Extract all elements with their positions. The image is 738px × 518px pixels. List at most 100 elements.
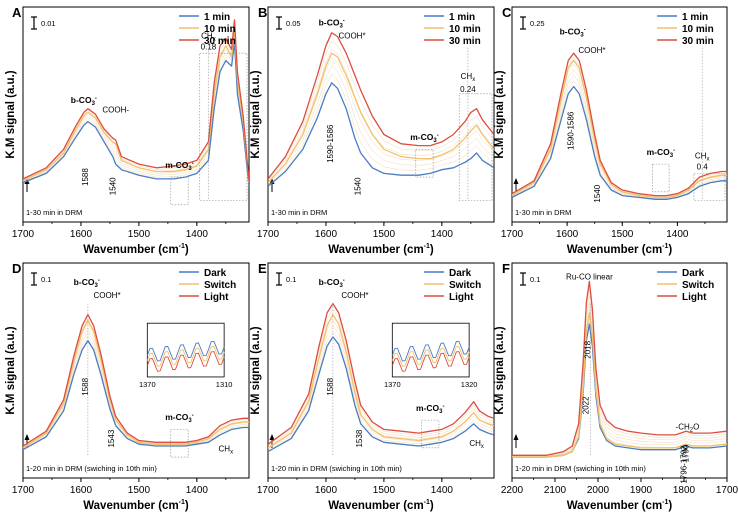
x-tick-label: 1700 <box>12 485 35 496</box>
inset-trace <box>146 351 225 372</box>
inset-trace <box>146 346 225 367</box>
axes-frame <box>267 6 495 223</box>
band-label: COOH* <box>93 291 120 300</box>
region-box <box>693 173 726 201</box>
x-axis-label: Wavenumber (cm-1) <box>567 499 673 512</box>
series-line-dark <box>23 339 249 451</box>
series-line-switch <box>268 314 494 449</box>
peak-label: 1540 <box>593 184 602 202</box>
legend-label: Light <box>449 292 474 303</box>
band-label: 0.24 <box>460 85 476 94</box>
peak-label: 1540 <box>354 177 363 195</box>
peak-label: 2022 <box>582 396 591 414</box>
peak-label: 1538 <box>355 429 364 447</box>
inset-trace <box>391 346 470 367</box>
peak-label: 1796-1792 <box>680 445 689 484</box>
series-line-light <box>268 302 494 445</box>
panel-letter: C <box>502 5 512 20</box>
x-tick-label: 1700 <box>501 229 524 240</box>
band-label: 0.4 <box>697 163 709 172</box>
region-box <box>458 93 493 201</box>
legend-label: 10 min <box>682 24 714 35</box>
panel-f: F 2200 2100 2000 1900 1800 1700 Wavenumber (cm-… <box>494 261 738 512</box>
legend-label: Switch <box>682 280 714 291</box>
band-label: b-CO3- <box>319 17 345 29</box>
band-label: m-CO3- <box>647 147 675 159</box>
band-label: CHx <box>461 72 476 83</box>
intermediate-trace <box>512 80 727 199</box>
legend-label: 1 min <box>449 12 475 23</box>
intermediate-trace <box>268 40 494 181</box>
legend-label: 1 min <box>682 12 708 23</box>
peak-label: 2018 <box>583 340 592 358</box>
series-line-1-min <box>512 85 727 200</box>
region-box <box>652 163 670 193</box>
x-tick-label: 1400 <box>431 229 454 240</box>
x-tick-label: 2200 <box>501 485 524 496</box>
intermediate-trace <box>512 58 727 197</box>
panel-e: E 1700 1600 1500 1400 Wavenumber (cm-1) K.M si… <box>250 261 495 512</box>
panel-c: C 1700 1600 1500 1400 Wavenumber (cm-1) K.M si… <box>494 5 728 256</box>
x-tick-label: 1500 <box>128 485 151 496</box>
band-label: b-CO3- <box>74 277 100 289</box>
x-axis-label: Wavenumber (cm-1) <box>567 243 673 256</box>
y-arrow-head <box>269 434 275 440</box>
legend-label: Light <box>204 292 229 303</box>
x-tick-label: 1400 <box>666 229 689 240</box>
series-line-10-min <box>512 59 727 199</box>
x-tick-label: 1700 <box>257 485 280 496</box>
series-line-30-min <box>268 32 494 180</box>
condition-note: 1-30 min in DRM <box>26 208 82 217</box>
y-axis-label: K.M signal (a.u.) <box>5 326 17 414</box>
band-label: m-CO3- <box>165 160 193 172</box>
legend-label: Switch <box>204 280 236 291</box>
series-line-dark <box>268 336 494 453</box>
intermediate-trace <box>268 49 494 182</box>
band-label: b-CO3- <box>71 95 97 107</box>
inset-tick-label: 1370 <box>139 380 156 389</box>
intermediate-trace <box>512 74 727 199</box>
intermediate-trace <box>512 63 727 198</box>
band-label: b-CO3- <box>319 277 345 289</box>
x-tick-label: 1600 <box>556 229 579 240</box>
legend-label: 1 min <box>204 12 230 23</box>
region-box <box>170 429 189 458</box>
x-tick-label: 2000 <box>587 485 610 496</box>
scale-bar-label: 0.25 <box>530 19 545 28</box>
intermediate-traces <box>512 288 727 458</box>
legend-label: Switch <box>449 280 481 291</box>
peak-label: 1588 <box>81 377 90 395</box>
panel-d: D 1700 1600 1500 1400 Wavenumber (cm-1) K.M si… <box>5 261 250 512</box>
series-line-10-min <box>23 28 249 183</box>
intermediate-trace <box>23 331 249 449</box>
condition-note: 1-20 min in DRM (swiching in 10th min) <box>26 464 157 473</box>
scale-bar-label: 0.05 <box>286 19 301 28</box>
y-arrow-head <box>513 434 519 440</box>
peak-label: 1790 <box>681 444 690 462</box>
x-tick-label: 1600 <box>315 229 338 240</box>
axes-frame <box>22 6 250 223</box>
y-axis-label: K.M signal (a.u.) <box>494 70 506 158</box>
y-arrow-head <box>513 178 519 184</box>
x-tick-label: 2100 <box>544 485 567 496</box>
series-line-1-min <box>23 41 249 187</box>
inset-tick-label: 1370 <box>384 380 401 389</box>
x-axis-label: Wavenumber (cm-1) <box>328 499 434 512</box>
x-tick-label: 1400 <box>431 485 454 496</box>
band-label: CHx <box>201 31 216 42</box>
intermediate-trace <box>23 30 249 184</box>
legend-label: 10 min <box>204 24 236 35</box>
region-box <box>199 52 248 201</box>
x-tick-label: 1800 <box>673 485 696 496</box>
x-axis-label: Wavenumber (cm-1) <box>328 243 434 256</box>
x-tick-label: 1500 <box>611 229 634 240</box>
legend-label: Dark <box>682 268 705 279</box>
band-label: m-CO3- <box>416 403 444 415</box>
legend-label: Dark <box>449 268 472 279</box>
x-tick-label: 1500 <box>373 485 396 496</box>
series-line-light <box>23 314 249 447</box>
panel-letter: F <box>502 261 510 276</box>
x-tick-label: 1700 <box>257 229 280 240</box>
intermediate-trace <box>268 330 494 451</box>
